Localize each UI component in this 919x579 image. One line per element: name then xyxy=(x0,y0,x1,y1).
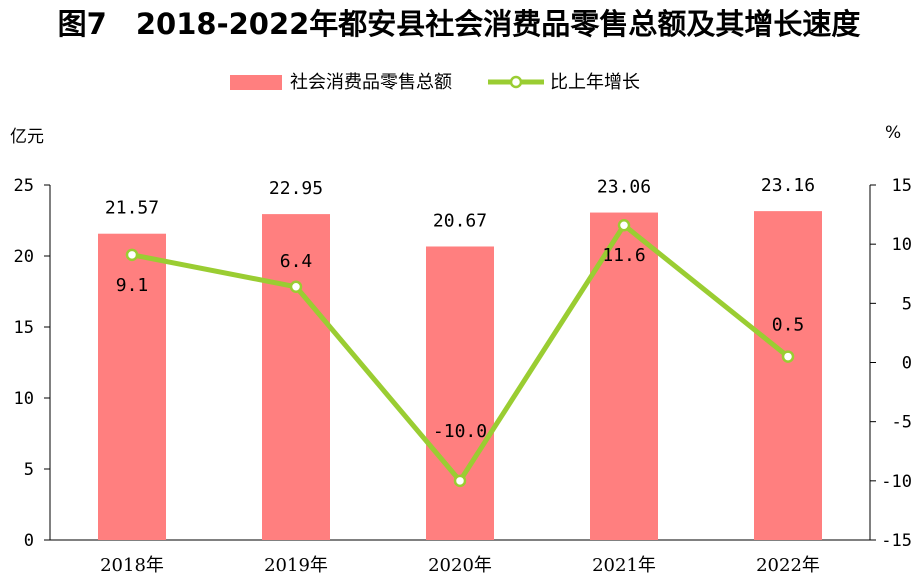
y-right-tick-label: -5 xyxy=(892,413,912,433)
category-labels: 2018年 2019年 2020年 2021年 2022年 xyxy=(100,555,820,576)
bar-value-label: 20.67 xyxy=(433,210,487,231)
bar-value-labels: 21.57 22.95 20.67 23.06 23.16 xyxy=(105,175,815,231)
y-left-ticks: 0 5 10 15 20 25 xyxy=(14,176,50,551)
bar-2018年 xyxy=(98,233,166,540)
y-right-tick-label: 10 xyxy=(892,235,912,255)
chart-title: 图7 2018-2022年都安县社会消费品零售总额及其增长速度 xyxy=(58,7,861,41)
growth-value-label: 6.4 xyxy=(280,251,313,272)
y-right-tick-label: 0 xyxy=(902,354,912,374)
bar-value-label: 23.16 xyxy=(761,175,815,196)
bar-2022年 xyxy=(754,211,822,541)
category-label: 2020年 xyxy=(428,555,492,576)
y-right-unit: % xyxy=(885,123,901,143)
category-label: 2019年 xyxy=(264,555,328,576)
legend-bar-label: 社会消费品零售总额 xyxy=(290,72,452,93)
growth-line xyxy=(125,218,795,488)
legend-bar-swatch xyxy=(230,75,282,90)
y-right-tick-label: -10 xyxy=(881,472,912,492)
legend-line-marker xyxy=(509,75,523,89)
legend: 社会消费品零售总额 比上年增长 xyxy=(230,72,640,93)
y-right-ticks: -15 -10 -5 0 5 10 15 xyxy=(870,176,912,551)
y-left-tick-label: 5 xyxy=(24,460,34,480)
y-right-tick-label: -15 xyxy=(881,531,912,551)
growth-point-2019年 xyxy=(289,280,303,294)
y-left-tick-label: 20 xyxy=(14,247,34,267)
bar-value-label: 21.57 xyxy=(105,198,159,219)
category-label: 2022年 xyxy=(756,555,820,576)
legend-line-label: 比上年增长 xyxy=(550,72,640,93)
bar-2020年 xyxy=(426,246,494,540)
growth-point-2022年 xyxy=(781,350,795,363)
y-left-tick-label: 25 xyxy=(14,176,34,196)
growth-point-2021年 xyxy=(617,218,631,232)
y-left-tick-label: 10 xyxy=(14,389,34,409)
growth-value-label: 9.1 xyxy=(116,275,149,296)
y-left-unit: 亿元 xyxy=(10,127,44,147)
y-right-tick-label: 5 xyxy=(902,294,912,314)
bar-2019年 xyxy=(262,214,330,541)
growth-value-labels: 9.1 6.4 -10.0 11.6 0.5 xyxy=(116,245,805,442)
bar-2021年 xyxy=(590,212,658,540)
growth-value-label: -10.0 xyxy=(433,421,487,442)
bars xyxy=(98,211,822,541)
growth-value-label: 11.6 xyxy=(602,245,645,266)
y-right-tick-label: 15 xyxy=(892,176,912,196)
y-left-tick-label: 0 xyxy=(24,531,34,551)
bar-value-label: 23.06 xyxy=(597,177,651,198)
y-left-tick-label: 15 xyxy=(14,318,34,338)
category-label: 2018年 xyxy=(100,555,164,576)
growth-point-2018年 xyxy=(125,248,139,262)
category-label: 2021年 xyxy=(592,555,656,576)
growth-point-2020年 xyxy=(453,474,467,488)
bar-value-label: 22.95 xyxy=(269,178,323,199)
growth-value-label: 0.5 xyxy=(772,315,805,336)
